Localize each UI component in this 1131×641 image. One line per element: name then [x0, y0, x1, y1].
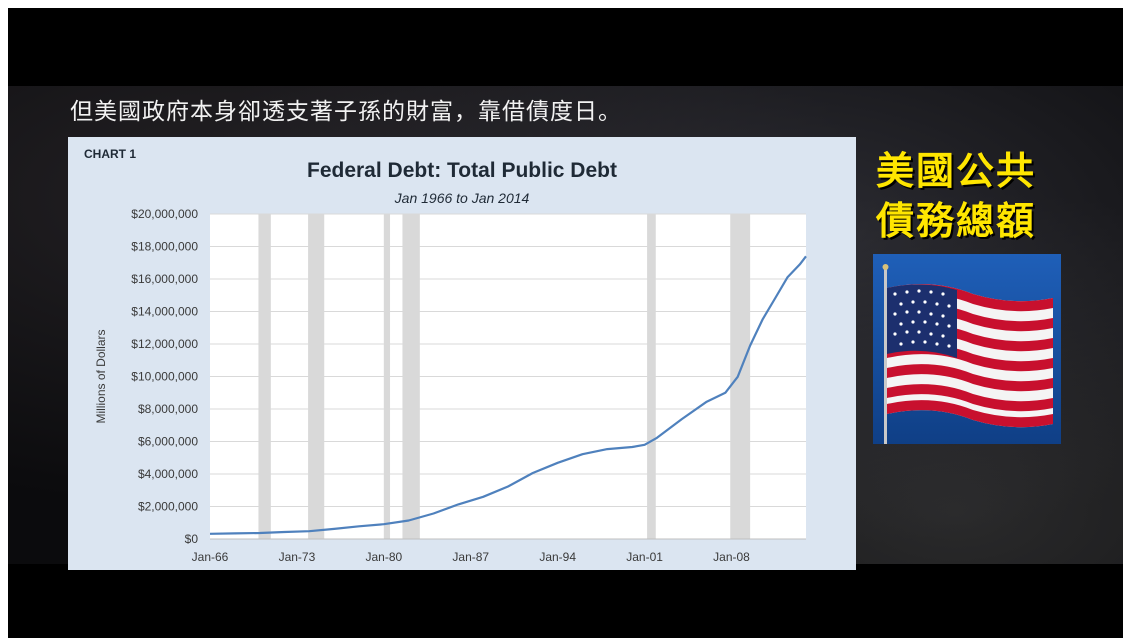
y-tick-label: $14,000,000	[131, 305, 198, 319]
y-tick-label: $4,000,000	[138, 467, 198, 481]
y-tick-label: $10,000,000	[131, 370, 198, 384]
bottom-letterbox	[8, 564, 1123, 638]
y-tick-label: $2,000,000	[138, 500, 198, 514]
y-tick-label: $0	[185, 532, 199, 546]
chart-title: Federal Debt: Total Public Debt	[307, 159, 617, 182]
chart-plot: $0 $2,000,000 $4,000,000 $6,000,000 $8,000,0…	[94, 207, 807, 564]
chart-label: CHART 1	[84, 147, 137, 161]
side-title-line-1: 美國公共	[876, 149, 1037, 193]
y-axis-label: Millions of Dollars	[94, 329, 108, 423]
top-letterbox	[8, 8, 1123, 86]
chart-panel: CHART 1 Federal Debt: Total Public Debt …	[68, 137, 856, 570]
side-title: 美國公共 債務總額	[876, 146, 1076, 246]
y-tick-label: $6,000,000	[138, 435, 198, 449]
y-tick-label: $16,000,000	[131, 272, 198, 286]
x-tick-label: Jan-73	[279, 550, 316, 564]
x-tick-label: Jan-08	[713, 550, 750, 564]
y-tick-label: $18,000,000	[131, 240, 198, 254]
side-title-line-2: 債務總額	[876, 199, 1037, 243]
y-tick-label: $20,000,000	[131, 207, 198, 221]
slide-headline: 但美國政府本身卻透支著子孫的財富，靠借債度日。	[70, 99, 622, 125]
us-flag-image	[873, 254, 1061, 444]
slide: 但美國政府本身卻透支著子孫的財富，靠借債度日。 CHART 1 Federal …	[8, 8, 1123, 638]
us-flag-icon	[873, 254, 1061, 444]
chart-subtitle: Jan 1966 to Jan 2014	[394, 190, 530, 206]
y-tick-label: $8,000,000	[138, 402, 198, 416]
x-tick-label: Jan-01	[626, 550, 663, 564]
x-tick-label: Jan-87	[452, 550, 489, 564]
series-line	[209, 255, 807, 535]
x-tick-label: Jan-94	[539, 550, 576, 564]
x-tick-label: Jan-80	[365, 550, 402, 564]
x-tick-label: Jan-66	[192, 550, 229, 564]
y-tick-label: $12,000,000	[131, 337, 198, 351]
